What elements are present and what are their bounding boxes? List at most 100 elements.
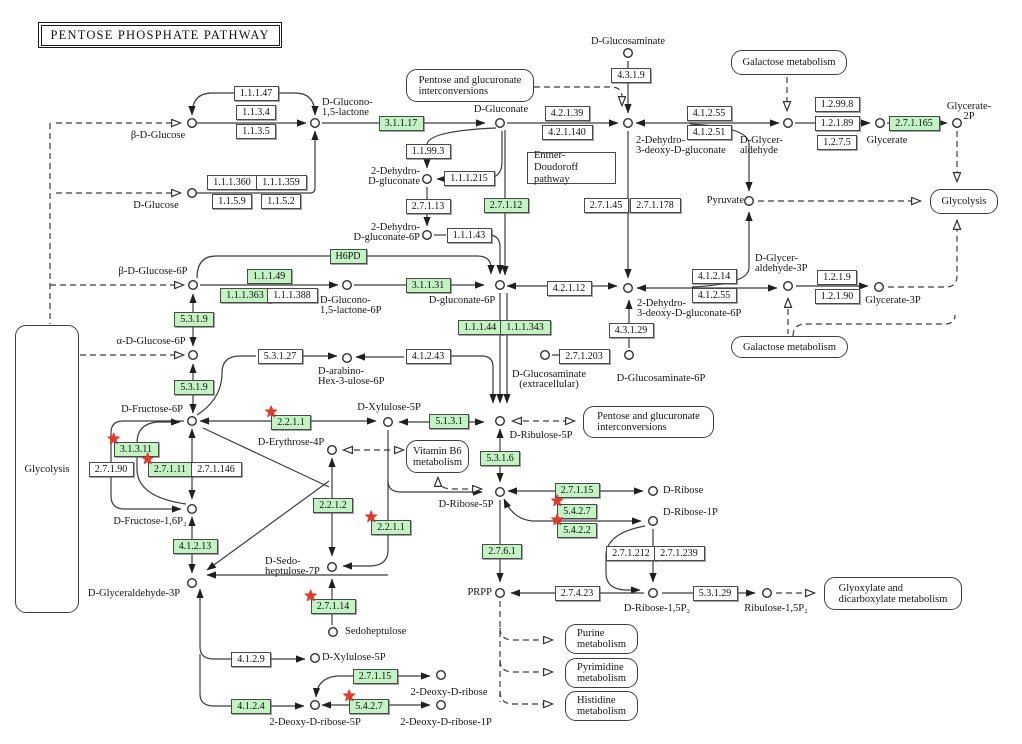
compound-node[interactable]	[623, 283, 634, 294]
compound-node[interactable]	[783, 281, 794, 292]
enzyme-box-2-7-1-13[interactable]: 2.7.1.13	[405, 198, 451, 214]
compound-node[interactable]	[624, 350, 635, 361]
compound-node[interactable]	[310, 117, 321, 128]
compound-node[interactable]	[187, 350, 198, 361]
enzyme-box-5-3-1-9[interactable]: 5.3.1.9	[174, 311, 214, 327]
enzyme-box-5-1-3-1[interactable]: 5.1.3.1	[429, 413, 469, 429]
compound-node[interactable]	[186, 416, 197, 427]
pathway-link-glycolysis[interactable]: Glycolysis	[930, 189, 998, 214]
enzyme-box-1-1-5-9[interactable]: 1.1.5.9	[212, 193, 252, 209]
enzyme-box-2-7-4-23[interactable]: 2.7.4.23	[554, 585, 600, 601]
compound-node[interactable]	[744, 195, 755, 206]
enzyme-box-2-7-1-15[interactable]: 2.7.1.15	[352, 668, 398, 684]
compound-node[interactable]	[648, 516, 659, 527]
enzyme-box-2-2-1-1[interactable]: 2.2.1.1 ★	[364, 509, 411, 535]
compound-node[interactable]	[874, 282, 885, 293]
compound-node[interactable]	[875, 117, 886, 128]
compound-node[interactable]	[383, 417, 394, 428]
compound-node[interactable]	[186, 117, 197, 128]
enzyme-box-1-1-5-2[interactable]: 1.1.5.2	[261, 193, 301, 209]
compound-node[interactable]	[623, 117, 634, 128]
enzyme-box-1-2-1-90[interactable]: 1.2.1.90	[814, 288, 860, 304]
compound-node[interactable]	[540, 350, 551, 361]
enzyme-box-4-2-1-39[interactable]: 4.2.1.39	[544, 105, 590, 121]
compound-node[interactable]	[952, 117, 963, 128]
enzyme-box-5-3-1-9[interactable]: 5.3.1.9	[174, 379, 214, 395]
compound-node[interactable]	[648, 486, 659, 497]
enzyme-box-1-1-1-388[interactable]: 1.1.1.388	[266, 287, 318, 303]
enzyme-box-2-7-1-178[interactable]: 2.7.1.178	[629, 197, 681, 213]
compound-node[interactable]	[186, 187, 197, 198]
enzyme-box-2-7-1-12[interactable]: 2.7.1.12	[483, 197, 529, 213]
compound-node[interactable]	[436, 670, 447, 681]
compound-node[interactable]	[648, 588, 659, 599]
compound-node[interactable]	[762, 588, 773, 599]
enzyme-box-3-1-3-11[interactable]: 3.1.3.11 ★	[107, 431, 159, 457]
pathway-link-histidine-metabolism[interactable]: Histidine metabolism	[565, 691, 638, 721]
enzyme-box-5-3-1-6[interactable]: 5.3.1.6	[480, 450, 520, 466]
compound-node[interactable]	[495, 416, 506, 427]
enzyme-box-4-1-2-43[interactable]: 4.1.2.43	[405, 348, 451, 364]
compound-node[interactable]	[186, 504, 197, 515]
compound-node[interactable]	[327, 445, 338, 456]
pathway-link-pentose-and-glucuronate-interconversions[interactable]: Pentose and glucuronate interconversions	[583, 406, 714, 438]
enzyme-box-3-1-1-17[interactable]: 3.1.1.17	[378, 115, 424, 131]
pathway-link-glyoxylate-and-dicarboxylate-metabolism[interactable]: Glyoxylate and dicarboxylate metabolism	[824, 577, 962, 610]
enzyme-box-2-7-1-146[interactable]: 2.7.1.146	[190, 461, 242, 477]
enzyme-box-1-1-99-3[interactable]: 1.1.99.3	[405, 143, 451, 159]
enzyme-box-4-1-2-51[interactable]: 4.1.2.51	[686, 124, 732, 140]
compound-node[interactable]	[327, 562, 338, 573]
enzyme-box-2-7-1-212[interactable]: 2.7.1.212	[605, 545, 657, 561]
pathway-link-pyrimidine-metabolism[interactable]: Pyrimidine metabolism	[565, 658, 638, 688]
compound-node[interactable]	[495, 280, 506, 291]
compound-node[interactable]	[310, 700, 321, 711]
enzyme-box-1-1-1-363[interactable]: 1.1.1.363	[219, 287, 271, 303]
enzyme-box-5-3-1-29[interactable]: 5.3.1.29	[692, 585, 738, 601]
enzyme-box-3-1-1-31[interactable]: 3.1.1.31	[405, 277, 451, 293]
enzyme-box-1-1-3-5[interactable]: 1.1.3.5	[236, 123, 276, 139]
compound-node[interactable]	[187, 280, 198, 291]
enzyme-box-5-4-2-7[interactable]: 5.4.2.7 ★	[342, 688, 389, 714]
pathway-link-galactose-metabolism[interactable]: Galactose metabolism	[731, 336, 848, 358]
pathway-link-pentose-and-glucuronate-interconversions[interactable]: Pentose and glucuronate interconversions	[406, 69, 534, 102]
enzyme-box-2-2-1-1[interactable]: 2.2.1.1 ★	[264, 404, 311, 430]
enzyme-box-4-1-2-9[interactable]: 4.1.2.9	[231, 651, 271, 667]
compound-node[interactable]	[436, 700, 447, 711]
enzyme-box-1-2-99-8[interactable]: 1.2.99.8	[814, 96, 860, 112]
enzyme-box-1-1-1-43[interactable]: 1.1.1.43	[446, 227, 492, 243]
enzyme-box-1-2-1-9[interactable]: 1.2.1.9	[817, 269, 857, 285]
compound-node[interactable]	[342, 280, 353, 291]
pathway-link-glycolysis[interactable]: Glycolysis	[15, 325, 79, 613]
compound-node[interactable]	[495, 117, 506, 128]
enzyme-box-1-1-1-359[interactable]: 1.1.1.359	[255, 174, 307, 190]
enzyme-box-5-3-1-27[interactable]: 5.3.1.27	[257, 348, 303, 364]
compound-node[interactable]	[186, 578, 197, 589]
enzyme-box-2-7-1-11[interactable]: 2.7.1.11 ★	[141, 451, 193, 477]
compound-node[interactable]	[783, 117, 794, 128]
compound-node[interactable]	[495, 588, 506, 599]
enzyme-box-4-1-2-13[interactable]: 4.1.2.13	[172, 538, 218, 554]
enzyme-box-4-2-1-140[interactable]: 4.2.1.140	[541, 124, 593, 140]
enzyme-box-2-2-1-2[interactable]: 2.2.1.2	[313, 497, 353, 513]
enzyme-box-4-2-1-12[interactable]: 4.2.1.12	[546, 280, 592, 296]
pathway-link-vitamin-b6-metabolism[interactable]: Vitamin B6 metabolism	[406, 440, 469, 473]
enzyme-box-1-1-1-47[interactable]: 1.1.1.47	[233, 85, 279, 101]
enzyme-box-1-1-1-215[interactable]: 1.1.1.215	[443, 170, 495, 186]
enzyme-box-1-1-1-360[interactable]: 1.1.1.360	[206, 174, 258, 190]
pathway-link-purine-metabolism[interactable]: Purine metabolism	[565, 624, 638, 654]
enzyme-box-4-3-1-9[interactable]: 4.3.1.9	[611, 67, 651, 83]
enzyme-box-h6pd[interactable]: H6PD	[329, 248, 367, 264]
enzyme-box-2-7-1-45[interactable]: 2.7.1.45	[583, 197, 629, 213]
enzyme-box-1-1-1-44[interactable]: 1.1.1.44	[457, 319, 503, 335]
enzyme-box-2-7-1-239[interactable]: 2.7.1.239	[653, 545, 705, 561]
enzyme-box-1-2-7-5[interactable]: 1.2.7.5	[817, 134, 857, 150]
compound-node[interactable]	[342, 353, 353, 364]
enzyme-box-5-4-2-2[interactable]: 5.4.2.2 ★	[550, 512, 597, 538]
enzyme-box-1-1-3-4[interactable]: 1.1.3.4	[236, 104, 276, 120]
pathway-link-galactose-metabolism[interactable]: Galactose metabolism	[731, 50, 847, 75]
enzyme-box-2-7-1-165[interactable]: 2.7.1.165	[888, 115, 940, 131]
enzyme-box-1-2-1-89[interactable]: 1.2.1.89	[814, 115, 860, 131]
compound-node[interactable]	[495, 487, 506, 498]
enzyme-box-2-7-1-90[interactable]: 2.7.1.90	[88, 461, 134, 477]
compound-node[interactable]	[422, 173, 433, 184]
